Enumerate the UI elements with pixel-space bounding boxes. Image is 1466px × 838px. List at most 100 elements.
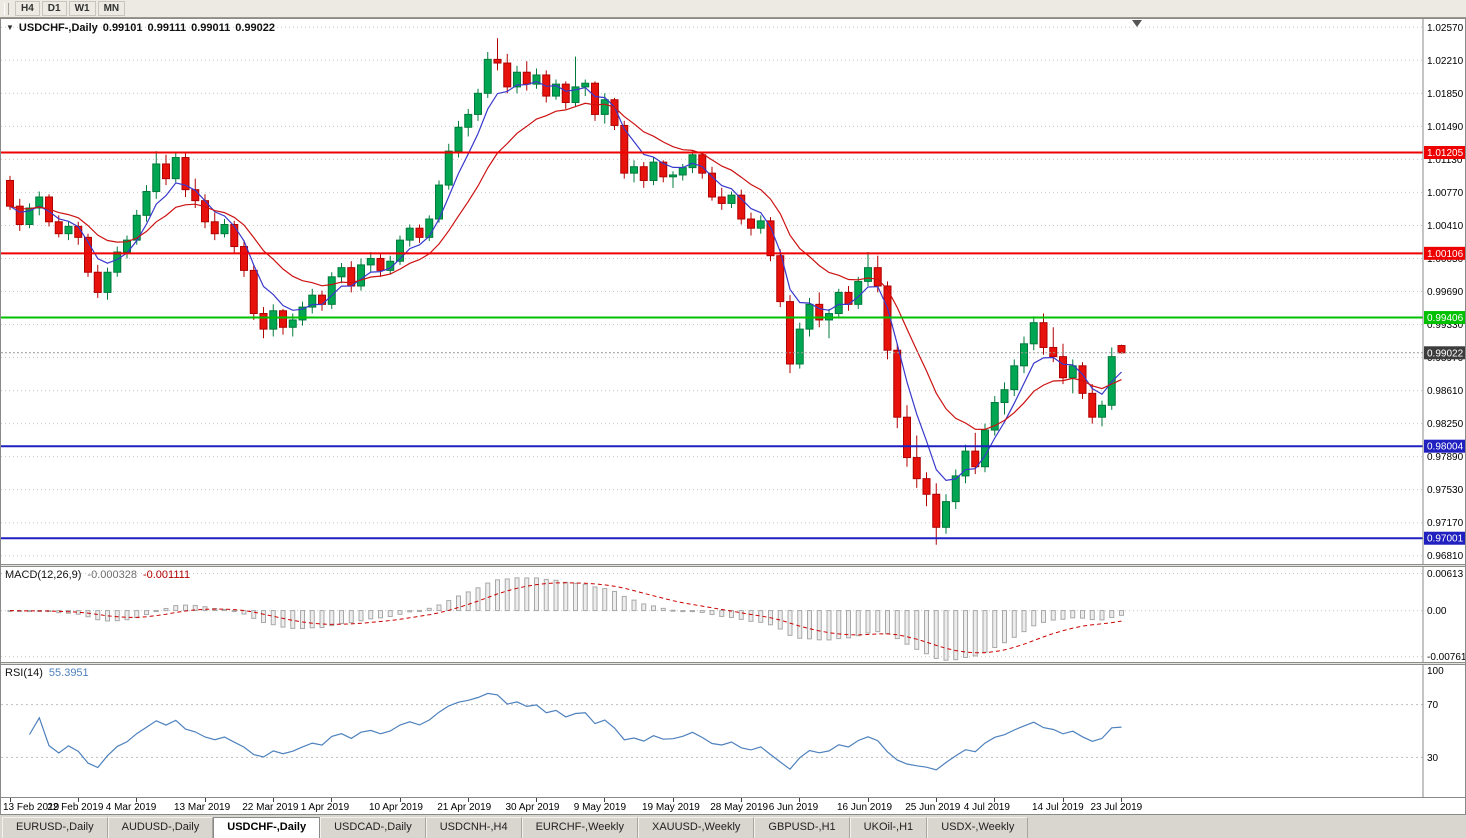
macd-main-value: -0.000328 (87, 569, 137, 581)
svg-text:0.98610: 0.98610 (1427, 386, 1464, 397)
svg-text:0.00613: 0.00613 (1427, 569, 1464, 580)
date-label: 21 Apr 2019 (437, 802, 492, 813)
svg-text:0.98250: 0.98250 (1427, 419, 1464, 430)
chart-tab-ukoil[interactable]: UKOil-,H1 (849, 817, 928, 838)
timeframe-button-h4[interactable]: H4 (15, 1, 40, 16)
svg-text:0.99690: 0.99690 (1427, 287, 1464, 298)
shift-end-marker[interactable] (1132, 20, 1142, 27)
svg-text:30: 30 (1427, 753, 1439, 764)
timeframe-button-d1[interactable]: D1 (41, 1, 67, 16)
date-label: 10 Apr 2019 (369, 802, 423, 813)
svg-text:70: 70 (1427, 700, 1439, 711)
macd-canvas[interactable]: 0.00613 0.00 -0.00761 (1, 567, 1465, 662)
svg-text:0.97170: 0.97170 (1427, 518, 1464, 529)
rsi-label: RSI(14) (5, 667, 43, 679)
time-tick (9, 798, 11, 802)
chart-region: ▼ USDCHF-,Daily 0.99101 0.99111 0.99011 … (0, 18, 1466, 815)
macd-histogram (7, 577, 1124, 661)
date-label: 22 Mar 2019 (242, 802, 299, 813)
panel-splitter-macd[interactable] (1, 564, 1465, 567)
toolbar-grip[interactable] (4, 2, 9, 15)
price-badge: 0.97001 (1424, 531, 1465, 545)
price-badge: 0.98004 (1424, 439, 1465, 453)
svg-text:1.01850: 1.01850 (1427, 89, 1464, 100)
chart-tab-audusd[interactable]: AUDUSD-,Daily (107, 817, 214, 838)
time-tick (467, 798, 469, 802)
chart-title: ▼ USDCHF-,Daily 0.99101 0.99111 0.99011 … (6, 22, 275, 34)
chart-tab-eurusd[interactable]: EURUSD-,Daily (2, 817, 108, 838)
rsi-title: RSI(14) 55.3951 (5, 667, 89, 679)
chart-tab-usdcad[interactable]: USDCAD-,Daily (320, 817, 426, 838)
chart-tab-gbpusd[interactable]: GBPUSD-,H1 (754, 817, 850, 838)
rsi-canvas[interactable]: 100 70 30 (1, 665, 1465, 797)
svg-text:-0.00761: -0.00761 (1427, 652, 1465, 662)
ohlc-close: 0.99022 (235, 22, 276, 34)
svg-text:0.98004: 0.98004 (1427, 442, 1464, 453)
svg-text:0.97001: 0.97001 (1427, 534, 1464, 545)
chart-tab-usdx[interactable]: USDX-,Weekly (927, 817, 1029, 838)
ohlc-open: 0.99101 (102, 22, 143, 34)
rsi-value: 55.3951 (48, 667, 89, 679)
rsi-line (28, 692, 1122, 771)
svg-text:1.01205: 1.01205 (1427, 148, 1464, 159)
macd-label: MACD(12,26,9) (5, 569, 82, 581)
svg-text:1.00770: 1.00770 (1427, 188, 1464, 199)
price-badge: 1.00106 (1424, 246, 1465, 260)
panel-splitter-rsi[interactable] (1, 662, 1465, 665)
date-label: 25 Jun 2019 (905, 802, 961, 813)
time-tick (935, 798, 937, 802)
date-label: 16 Jun 2019 (837, 802, 893, 813)
date-label: 23 Jul 2019 (1090, 802, 1143, 813)
timeframe-toolbar: H4 D1 W1 MN (0, 0, 1466, 18)
price-badge: 1.01205 (1424, 145, 1465, 159)
price-grid (1, 26, 1423, 557)
time-tick (331, 798, 333, 802)
time-tick (272, 798, 274, 802)
ohlc-high: 0.99111 (147, 22, 187, 34)
svg-text:0.99022: 0.99022 (1427, 348, 1464, 359)
time-tick (136, 798, 138, 802)
chart-symbol: USDCHF-,Daily (18, 22, 98, 34)
date-label: 14 Jul 2019 (1032, 802, 1084, 813)
time-tick (604, 798, 606, 802)
svg-text:1.01490: 1.01490 (1427, 122, 1464, 133)
level-lines[interactable] (1, 151, 1423, 540)
macd-title: MACD(12,26,9) -0.000328 -0.001111 (5, 569, 190, 581)
svg-text:0.96810: 0.96810 (1427, 551, 1464, 562)
timeframe-buttons: H4 D1 W1 MN (15, 1, 126, 16)
svg-text:0.99330: 0.99330 (1427, 320, 1464, 331)
svg-text:1.02210: 1.02210 (1427, 56, 1464, 67)
svg-text:0.97890: 0.97890 (1427, 452, 1464, 463)
main-chart-panel: ▼ USDCHF-,Daily 0.99101 0.99111 0.99011 … (1, 19, 1465, 564)
macd-signal-value: -0.001111 (142, 569, 191, 581)
rsi-panel: RSI(14) 55.3951 100 70 30 (1, 665, 1465, 797)
macd-panel: MACD(12,26,9) -0.000328 -0.001111 0.0061… (1, 567, 1465, 662)
time-scale[interactable]: 13 Feb 2019 22 Feb 2019 4 Mar 2019 13 Mar 2… (1, 797, 1465, 814)
chart-tab-bar: EURUSD-,Daily AUDUSD-,Daily USDCHF-,Daily U… (0, 815, 1466, 838)
price-badge: 0.99406 (1424, 311, 1465, 325)
svg-text:0.97530: 0.97530 (1427, 485, 1464, 496)
time-tick (536, 798, 537, 802)
date-label: 19 May 2019 (642, 802, 700, 813)
time-tick (994, 798, 996, 802)
timeframe-button-w1[interactable]: W1 (68, 1, 96, 16)
main-chart-canvas[interactable]: 1.02570 1.02210 1.01850 1.01490 1.01130 1.007… (1, 19, 1465, 564)
time-tick (1062, 798, 1064, 802)
date-label: 1 Apr 2019 (300, 802, 350, 813)
chart-tab-xauusd[interactable]: XAUUSD-,Weekly (637, 817, 755, 838)
chart-tab-usdcnh[interactable]: USDCNH-,H4 (425, 817, 522, 838)
chart-tab-usdchf[interactable]: USDCHF-,Daily (213, 817, 321, 838)
symbol-dropdown-icon[interactable]: ▼ (6, 23, 14, 32)
svg-text:1.02570: 1.02570 (1427, 23, 1464, 34)
price-badge: 0.99022 (1424, 346, 1465, 360)
chart-tab-eurchf[interactable]: EURCHF-,Weekly (521, 817, 638, 838)
date-label: 4 Jul 2019 (963, 802, 1010, 813)
svg-text:1.01130: 1.01130 (1427, 155, 1463, 166)
ohlc-low: 0.99011 (191, 22, 231, 34)
timeframe-button-mn[interactable]: MN (97, 1, 126, 16)
time-tick (399, 798, 401, 802)
date-label: 6 Jun 2019 (768, 802, 819, 813)
date-label: 9 May 2019 (573, 802, 627, 813)
date-label: 28 May 2019 (710, 802, 769, 813)
